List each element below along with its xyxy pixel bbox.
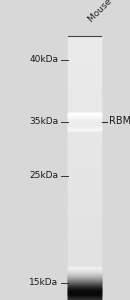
- Text: RBM7: RBM7: [109, 116, 130, 127]
- Text: 40kDa: 40kDa: [30, 56, 58, 64]
- Text: 25kDa: 25kDa: [30, 171, 58, 180]
- Text: 15kDa: 15kDa: [29, 278, 58, 287]
- Text: 35kDa: 35kDa: [29, 117, 58, 126]
- Text: Mouse thymus: Mouse thymus: [86, 0, 130, 24]
